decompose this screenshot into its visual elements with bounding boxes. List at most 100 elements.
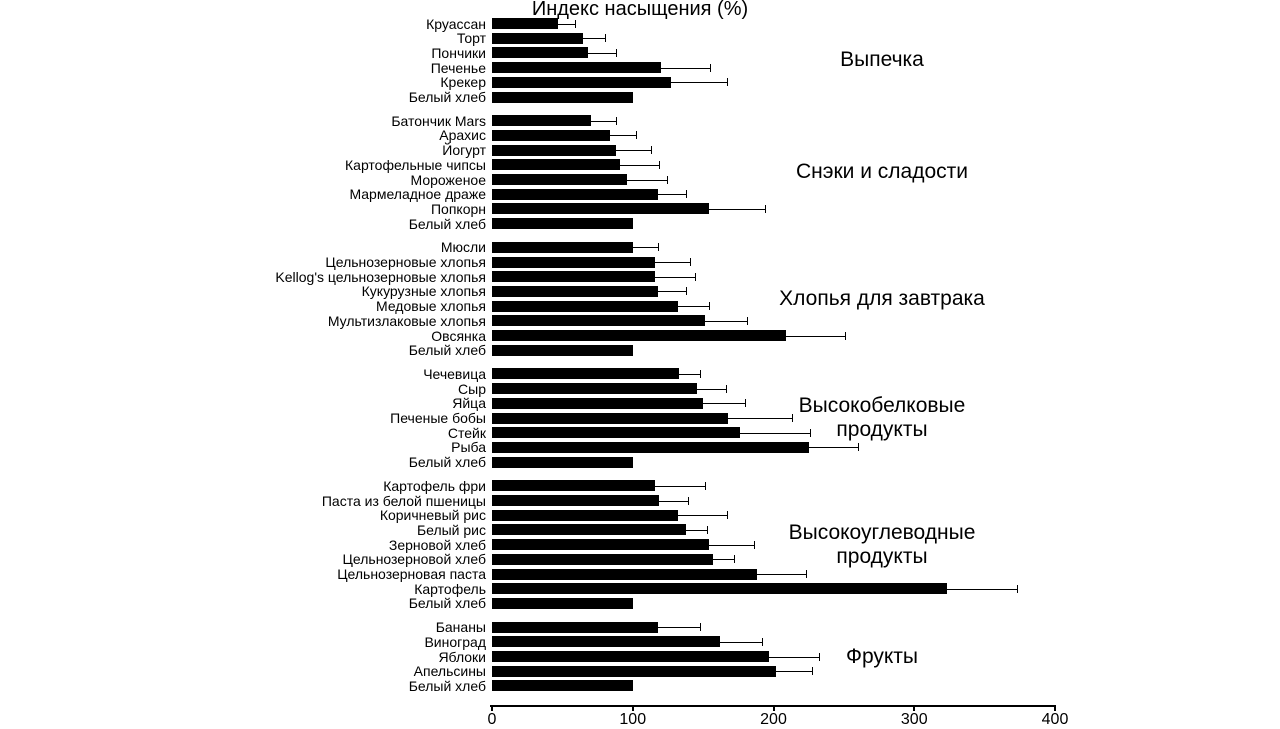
bar — [492, 159, 620, 170]
bar — [492, 398, 703, 409]
bar-label: Белый рис — [417, 522, 486, 538]
bar-row: Белый хлеб — [0, 345, 1280, 356]
bar-row: Белый хлеб — [0, 598, 1280, 609]
error-cap — [754, 541, 755, 549]
error-bar — [713, 559, 734, 560]
error-cap — [651, 146, 652, 154]
error-bar — [686, 530, 707, 531]
bar-label: Коричневый рис — [380, 507, 486, 523]
bar-row: Картофель — [0, 583, 1280, 594]
error-bar — [655, 277, 694, 278]
bar-row: Рыба — [0, 442, 1280, 453]
bar — [492, 651, 769, 662]
bar-row: Бананы — [0, 622, 1280, 633]
error-cap — [705, 482, 706, 490]
bar — [492, 539, 709, 550]
error-cap — [1017, 585, 1018, 593]
error-bar — [558, 24, 575, 25]
bar-row: Картофель фри — [0, 480, 1280, 491]
group-label: Высокобелковыепродукты — [799, 394, 966, 442]
group-label: Фрукты — [846, 645, 918, 669]
bar — [492, 242, 633, 253]
error-cap — [700, 623, 701, 631]
bar-label: Бананы — [436, 619, 486, 635]
error-bar — [655, 486, 704, 487]
bar — [492, 145, 616, 156]
error-bar — [659, 501, 687, 502]
bar-label: Печеные бобы — [390, 410, 486, 426]
bar-label: Сыр — [458, 381, 486, 397]
bar-row: Яйца — [0, 398, 1280, 409]
error-bar — [728, 418, 791, 419]
x-tick-label: 400 — [1042, 711, 1069, 729]
error-bar — [658, 194, 686, 195]
bar — [492, 47, 588, 58]
bar-row: Стейк — [0, 427, 1280, 438]
error-cap — [709, 302, 710, 310]
error-cap — [806, 570, 807, 578]
error-cap — [688, 497, 689, 505]
bar-label: Картофель — [414, 581, 486, 597]
bar — [492, 77, 671, 88]
bar — [492, 413, 728, 424]
error-cap — [812, 667, 813, 675]
bar-label: Цельнозерновая паста — [337, 566, 486, 582]
error-cap — [686, 287, 687, 295]
bar-row: Мультизлаковые хлопья — [0, 315, 1280, 326]
bar-row: Йогурт — [0, 145, 1280, 156]
bar — [492, 189, 658, 200]
error-cap — [686, 190, 687, 198]
bar-row: Печенье — [0, 62, 1280, 73]
error-bar — [786, 336, 845, 337]
bar-row: Kellog's цельнозерновые хлопья — [0, 271, 1280, 282]
error-cap — [695, 273, 696, 281]
error-bar — [627, 180, 666, 181]
bar-label: Овсянка — [431, 328, 486, 344]
bar-label: Kellog's цельнозерновые хлопья — [275, 269, 486, 285]
error-cap — [747, 317, 748, 325]
bar-label: Цельнозерновой хлеб — [343, 551, 486, 567]
bar-row: Паста из белой пшеницы — [0, 495, 1280, 506]
bar-row: Белый хлеб — [0, 457, 1280, 468]
error-bar — [697, 389, 725, 390]
bar-label: Мюсли — [441, 239, 486, 255]
bar-row: Белый хлеб — [0, 680, 1280, 691]
error-cap — [727, 511, 728, 519]
bar — [492, 583, 947, 594]
x-tick-label: 100 — [619, 711, 646, 729]
bar — [492, 598, 633, 609]
error-cap — [605, 34, 606, 42]
error-bar — [583, 38, 604, 39]
error-bar — [658, 291, 686, 292]
error-cap — [726, 385, 727, 393]
bar — [492, 92, 633, 103]
error-cap — [616, 49, 617, 57]
bar-label: Арахис — [439, 127, 486, 143]
bar — [492, 636, 720, 647]
error-bar — [709, 209, 765, 210]
bar-label: Кукурузные хлопья — [362, 283, 486, 299]
error-cap — [734, 555, 735, 563]
error-bar — [588, 53, 616, 54]
error-bar — [705, 321, 747, 322]
error-bar — [620, 165, 659, 166]
bar-label: Белый хлеб — [409, 595, 486, 611]
x-tick-label: 0 — [488, 711, 497, 729]
group-label: Высокоуглеводныепродукты — [789, 521, 976, 569]
bar-label: Батончик Mars — [391, 113, 486, 129]
bar-label: Зерновой хлеб — [389, 537, 486, 553]
bar — [492, 115, 591, 126]
bar — [492, 62, 661, 73]
bar-row: Яблоки — [0, 651, 1280, 662]
bar-row: Чечевица — [0, 368, 1280, 379]
bar-row: Апельсины — [0, 666, 1280, 677]
bar-label: Попкорн — [431, 201, 486, 217]
bar — [492, 368, 679, 379]
error-cap — [700, 370, 701, 378]
error-bar — [610, 135, 635, 136]
bar-label: Печенье — [431, 60, 486, 76]
bar — [492, 345, 633, 356]
bar — [492, 680, 633, 691]
error-cap — [819, 653, 820, 661]
error-bar — [655, 262, 690, 263]
